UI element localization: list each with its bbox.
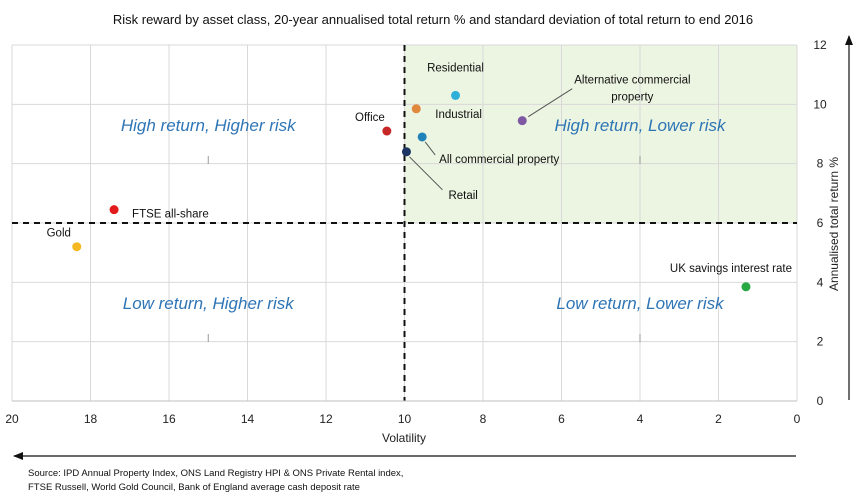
x-axis-label: Volatility: [382, 431, 426, 445]
data-point: [72, 242, 82, 252]
data-point-label: Industrial: [435, 109, 482, 121]
data-point-label: FTSE all-share: [132, 209, 209, 221]
y-tick-label: 4: [817, 275, 824, 289]
data-point-label: Alternative commercial property: [574, 75, 690, 104]
x-tick-label: 6: [558, 412, 565, 426]
leader-line: [527, 88, 573, 118]
highlight-quadrant: [404, 45, 797, 223]
data-point: [109, 205, 119, 215]
x-tick-label: 0: [794, 412, 801, 426]
leader-line: [424, 141, 436, 156]
data-point: [401, 147, 411, 157]
y-tick-label: 0: [817, 394, 824, 408]
data-point-label: Residential: [427, 62, 484, 74]
data-point: [517, 116, 527, 126]
x-tick-label: 16: [162, 412, 176, 426]
x-tick-label: 10: [398, 412, 412, 426]
y-tick-label: 10: [813, 97, 827, 111]
x-tick-label: 14: [241, 412, 255, 426]
y-tick-label: 6: [817, 216, 824, 230]
source-line-1: Source: IPD Annual Property Index, ONS L…: [28, 468, 403, 479]
y-tick-label: 8: [817, 157, 824, 171]
leader-line: [409, 156, 443, 191]
data-point: [411, 104, 421, 114]
x-tick-label: 8: [480, 412, 487, 426]
quadrant-label: Low return, Higher risk: [123, 294, 296, 313]
x-tick-label: 4: [637, 412, 644, 426]
x-tick-label: 20: [5, 412, 19, 426]
quadrant-label: High return, Higher risk: [121, 116, 297, 135]
source-line-2: FTSE Russell, World Gold Council, Bank o…: [28, 482, 360, 493]
data-point-label: Retail: [448, 190, 477, 202]
y-tick-label: 12: [813, 38, 827, 52]
data-point-label: Office: [355, 112, 385, 124]
y-axis-label: Annualised total return %: [827, 157, 841, 291]
quadrant-label: High return, Lower risk: [554, 116, 727, 135]
data-point: [382, 126, 392, 136]
x-tick-label: 18: [84, 412, 98, 426]
data-point: [741, 282, 751, 292]
x-tick-label: 12: [319, 412, 333, 426]
data-point-label: UK savings interest rate: [670, 263, 792, 275]
data-point-label: All commercial property: [439, 154, 559, 166]
x-tick-label: 2: [715, 412, 722, 426]
quadrant-label: Low return, Lower risk: [556, 294, 725, 313]
chart-title: Risk reward by asset class, 20-year annu…: [113, 12, 753, 27]
data-point: [417, 132, 427, 142]
data-point-label: Gold: [47, 228, 71, 240]
y-tick-label: 2: [817, 335, 824, 349]
data-point: [451, 90, 461, 100]
